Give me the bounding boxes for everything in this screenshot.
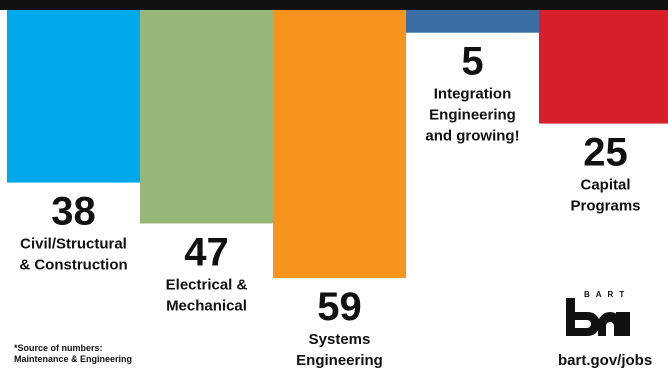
bar-category-label-1-line-1: Civil/Structural <box>20 236 127 253</box>
logo-wordmark: BART <box>584 290 631 299</box>
bar-category-label-4-line-2: Engineering <box>429 107 516 124</box>
bar-category-label-4-line-3: and growing! <box>425 128 519 145</box>
bar-category-label-1-line-2: & Construction <box>19 257 127 274</box>
source-footnote: *Source of numbers: Maintenance & Engine… <box>14 343 132 365</box>
labels-group: 38 Civil/Structural & Construction 47 Electr… <box>19 40 640 369</box>
bar-value-label-4: 5 <box>461 40 483 84</box>
website-link[interactable]: bart.gov/jobs <box>558 352 653 369</box>
bar-category-label-3-line-1: Systems <box>309 331 371 348</box>
bar-category-label-2-line-1: Electrical & <box>166 276 248 293</box>
bar-category-label-5-line-2: Programs <box>570 198 640 215</box>
footnote-line-1: *Source of numbers: <box>14 343 103 353</box>
bar-4 <box>406 10 539 33</box>
bar-value-label-2: 47 <box>184 230 229 274</box>
bar-2 <box>140 10 273 224</box>
bar-1 <box>7 10 140 183</box>
bar-5 <box>539 10 668 124</box>
bar-value-label-3: 59 <box>317 285 362 329</box>
ba-logo-icon <box>566 298 630 336</box>
bar-value-label-5: 25 <box>583 131 628 175</box>
bart-logo: BART <box>566 290 642 340</box>
bar-category-label-2-line-2: Mechanical <box>166 297 247 314</box>
bar-3 <box>273 10 406 278</box>
bar-category-label-4-line-1: Integration <box>434 86 512 103</box>
bar-value-label-1: 38 <box>51 190 96 234</box>
bar-category-label-3-line-2: Engineering <box>296 352 383 369</box>
footnote-line-2: Maintenance & Engineering <box>14 354 133 364</box>
bars-group <box>7 10 668 278</box>
top-band <box>0 0 668 10</box>
bar-category-label-5-line-1: Capital <box>580 177 630 194</box>
